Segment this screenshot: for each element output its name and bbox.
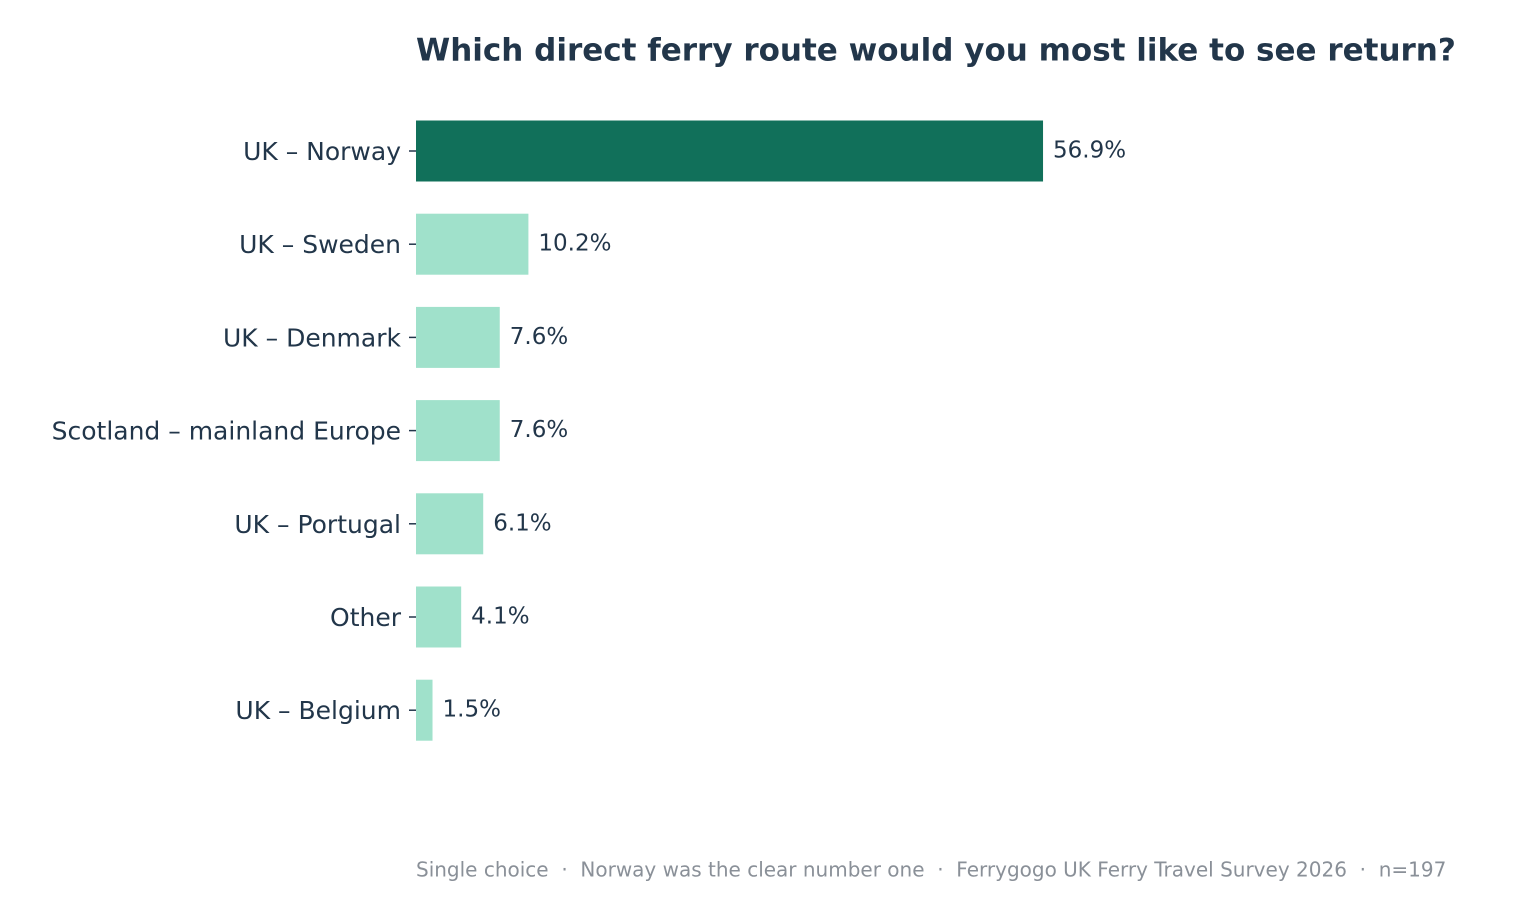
chart-title: Which direct ferry route would you most … (416, 33, 1456, 69)
value-label: 6.1% (493, 510, 551, 536)
bar (416, 679, 433, 741)
bar (416, 213, 529, 275)
bar (416, 586, 462, 648)
y-tick-label: UK – Portugal (234, 510, 401, 539)
value-label: 1.5% (443, 697, 501, 723)
value-label: 56.9% (1053, 138, 1126, 164)
y-tick-label: UK – Sweden (239, 230, 401, 259)
bar (416, 120, 1044, 182)
bar (416, 493, 484, 555)
value-label: 7.6% (510, 417, 568, 443)
y-tick-label: UK – Denmark (223, 323, 402, 352)
bar (416, 306, 500, 368)
y-tick-label: Scotland – mainland Europe (52, 417, 401, 446)
value-label: 4.1% (471, 604, 529, 630)
y-tick-label: Other (330, 603, 402, 632)
y-tick-label: UK – Norway (243, 137, 401, 166)
value-label: 7.6% (510, 324, 568, 350)
y-tick-label: UK – Belgium (235, 696, 401, 725)
footnote: Single choice · Norway was the clear num… (416, 858, 1446, 882)
value-label: 10.2% (538, 231, 611, 257)
bar (416, 400, 500, 462)
